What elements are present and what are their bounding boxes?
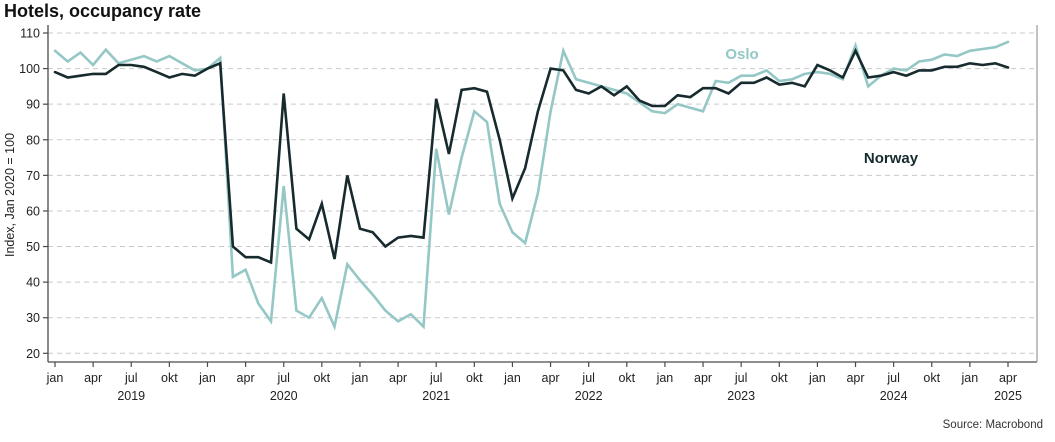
page-title: Hotels, occupancy rate xyxy=(4,1,202,21)
series-line-oslo xyxy=(53,40,1010,331)
x-tick-label: apr xyxy=(846,371,864,385)
x-tick-label: apr xyxy=(389,371,407,385)
source-note: Source: Macrobond xyxy=(942,419,1043,431)
x-year-label: 2021 xyxy=(422,389,450,403)
x-year-label: 2019 xyxy=(117,389,145,403)
y-axis-title: Index, Jan 2020 = 100 xyxy=(3,133,17,257)
gridlines xyxy=(48,32,1037,354)
plot-frame xyxy=(47,25,1038,363)
x-year-label: 2020 xyxy=(270,389,298,403)
x-tick-label: apr xyxy=(999,371,1017,385)
x-tick-label: jul xyxy=(581,371,595,385)
y-tick-label: 40 xyxy=(26,276,40,290)
y-tick-label: 100 xyxy=(19,62,40,76)
x-tick-label: jul xyxy=(429,371,443,385)
x-axis: jan apr jul okt 2019 jan apr jul okt 2020 jan apr ju… xyxy=(46,362,1022,403)
x-tick-label: okt xyxy=(618,371,635,385)
x-tick-label: jan xyxy=(808,371,826,385)
x-tick-label: jul xyxy=(734,371,748,385)
y-axis: 20 30 40 50 60 70 80 90 100 110 xyxy=(19,27,48,361)
x-tick-label: jan xyxy=(351,371,369,385)
series-label-norway: Norway xyxy=(864,150,919,167)
x-tick-label: okt xyxy=(771,371,788,385)
x-tick-label: okt xyxy=(466,371,483,385)
x-tick-label: jan xyxy=(656,371,674,385)
y-tick-label: 20 xyxy=(26,347,40,361)
y-tick-label: 110 xyxy=(20,27,40,41)
x-year-label: 2025 xyxy=(994,389,1022,403)
x-tick-label: jan xyxy=(46,371,64,385)
y-tick-label: 90 xyxy=(26,98,40,112)
series-line-norway xyxy=(53,47,1010,265)
y-tick-label: 30 xyxy=(26,311,40,325)
y-tick-label: 60 xyxy=(26,204,40,218)
x-tick-label: okt xyxy=(313,371,330,385)
y-tick-label: 50 xyxy=(26,240,40,254)
x-tick-label: okt xyxy=(161,371,178,385)
x-tick-label: apr xyxy=(84,371,102,385)
series-label-oslo: Oslo xyxy=(725,46,758,63)
x-tick-label: jan xyxy=(198,371,216,385)
y-tick-label: 80 xyxy=(26,133,40,147)
x-tick-label: apr xyxy=(237,371,255,385)
x-tick-label: apr xyxy=(694,371,712,385)
x-year-label: 2022 xyxy=(575,389,603,403)
y-tick-label: 70 xyxy=(26,169,40,183)
x-tick-label: jul xyxy=(124,371,138,385)
x-tick-label: jan xyxy=(503,371,521,385)
x-tick-label: jul xyxy=(276,371,290,385)
x-year-label: 2024 xyxy=(880,389,908,403)
x-year-label: 2023 xyxy=(727,389,755,403)
x-tick-label: okt xyxy=(923,371,940,385)
x-tick-label: jul xyxy=(886,371,900,385)
x-tick-label: jan xyxy=(961,371,979,385)
x-tick-label: apr xyxy=(542,371,560,385)
